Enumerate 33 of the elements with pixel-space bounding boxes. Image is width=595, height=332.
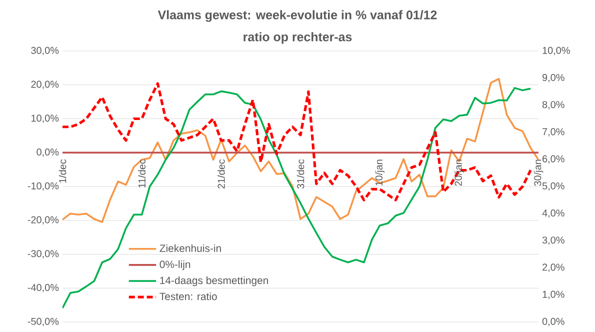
y2-tick-label: 1,0% <box>542 290 564 300</box>
legend-label: Testen: ratio <box>160 292 217 300</box>
y2-tick-label: 5,0% <box>542 182 564 191</box>
y-tick-label: -10,0% <box>28 182 59 191</box>
y2-tick-label: 4,0% <box>542 209 564 218</box>
legend-label: 14-daags besmettingen <box>160 276 268 286</box>
y-tick-label: 0,0% <box>36 148 59 157</box>
legend-label: 0%-lijn <box>160 260 190 270</box>
x-tick-label: 21/dec <box>218 159 225 189</box>
y2-tick-label: 3,0% <box>542 236 564 245</box>
y-tick-label: -40,0% <box>28 284 59 292</box>
y2-tick-label: 7,0% <box>542 128 564 136</box>
x-tick-label: 10/jan <box>375 160 384 186</box>
y2-tick-label: 0,0% <box>542 318 564 326</box>
y2-tick-label: 9,0% <box>542 74 564 82</box>
chart-title: Vlaams gewest: week-evolutie in % vanaf 01/12 <box>158 10 437 22</box>
y-tick-label: -50,0% <box>28 318 59 326</box>
y-tick-label: 10,0% <box>31 114 59 123</box>
y-tick-label: 30,0% <box>31 46 59 56</box>
y2-tick-label: 2,0% <box>542 264 564 272</box>
x-tick-label: 11/dec <box>138 159 146 188</box>
x-tick-label: 31/dec <box>296 159 304 189</box>
y-tick-label: 20,0% <box>31 80 59 89</box>
y2-tick-label: 6,0% <box>542 155 564 164</box>
y2-tick-label: 8,0% <box>542 101 564 110</box>
legend-label: Ziekenhuis-in <box>160 244 221 252</box>
x-tick-label: 20/jan <box>454 160 464 186</box>
y-tick-label: -30,0% <box>28 250 59 258</box>
y2-tick-label: 10,0% <box>542 46 570 56</box>
y-tick-label: -20,0% <box>28 216 59 224</box>
x-tick-label: 30/jan <box>534 160 544 186</box>
x-tick-label: 1/dec <box>58 159 66 183</box>
chart-subtitle: ratio op rechter-as <box>244 32 352 44</box>
